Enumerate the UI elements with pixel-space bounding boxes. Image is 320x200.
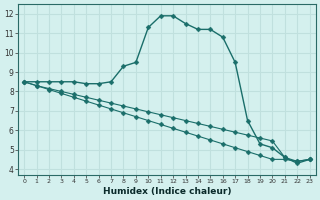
X-axis label: Humidex (Indice chaleur): Humidex (Indice chaleur) — [103, 187, 231, 196]
